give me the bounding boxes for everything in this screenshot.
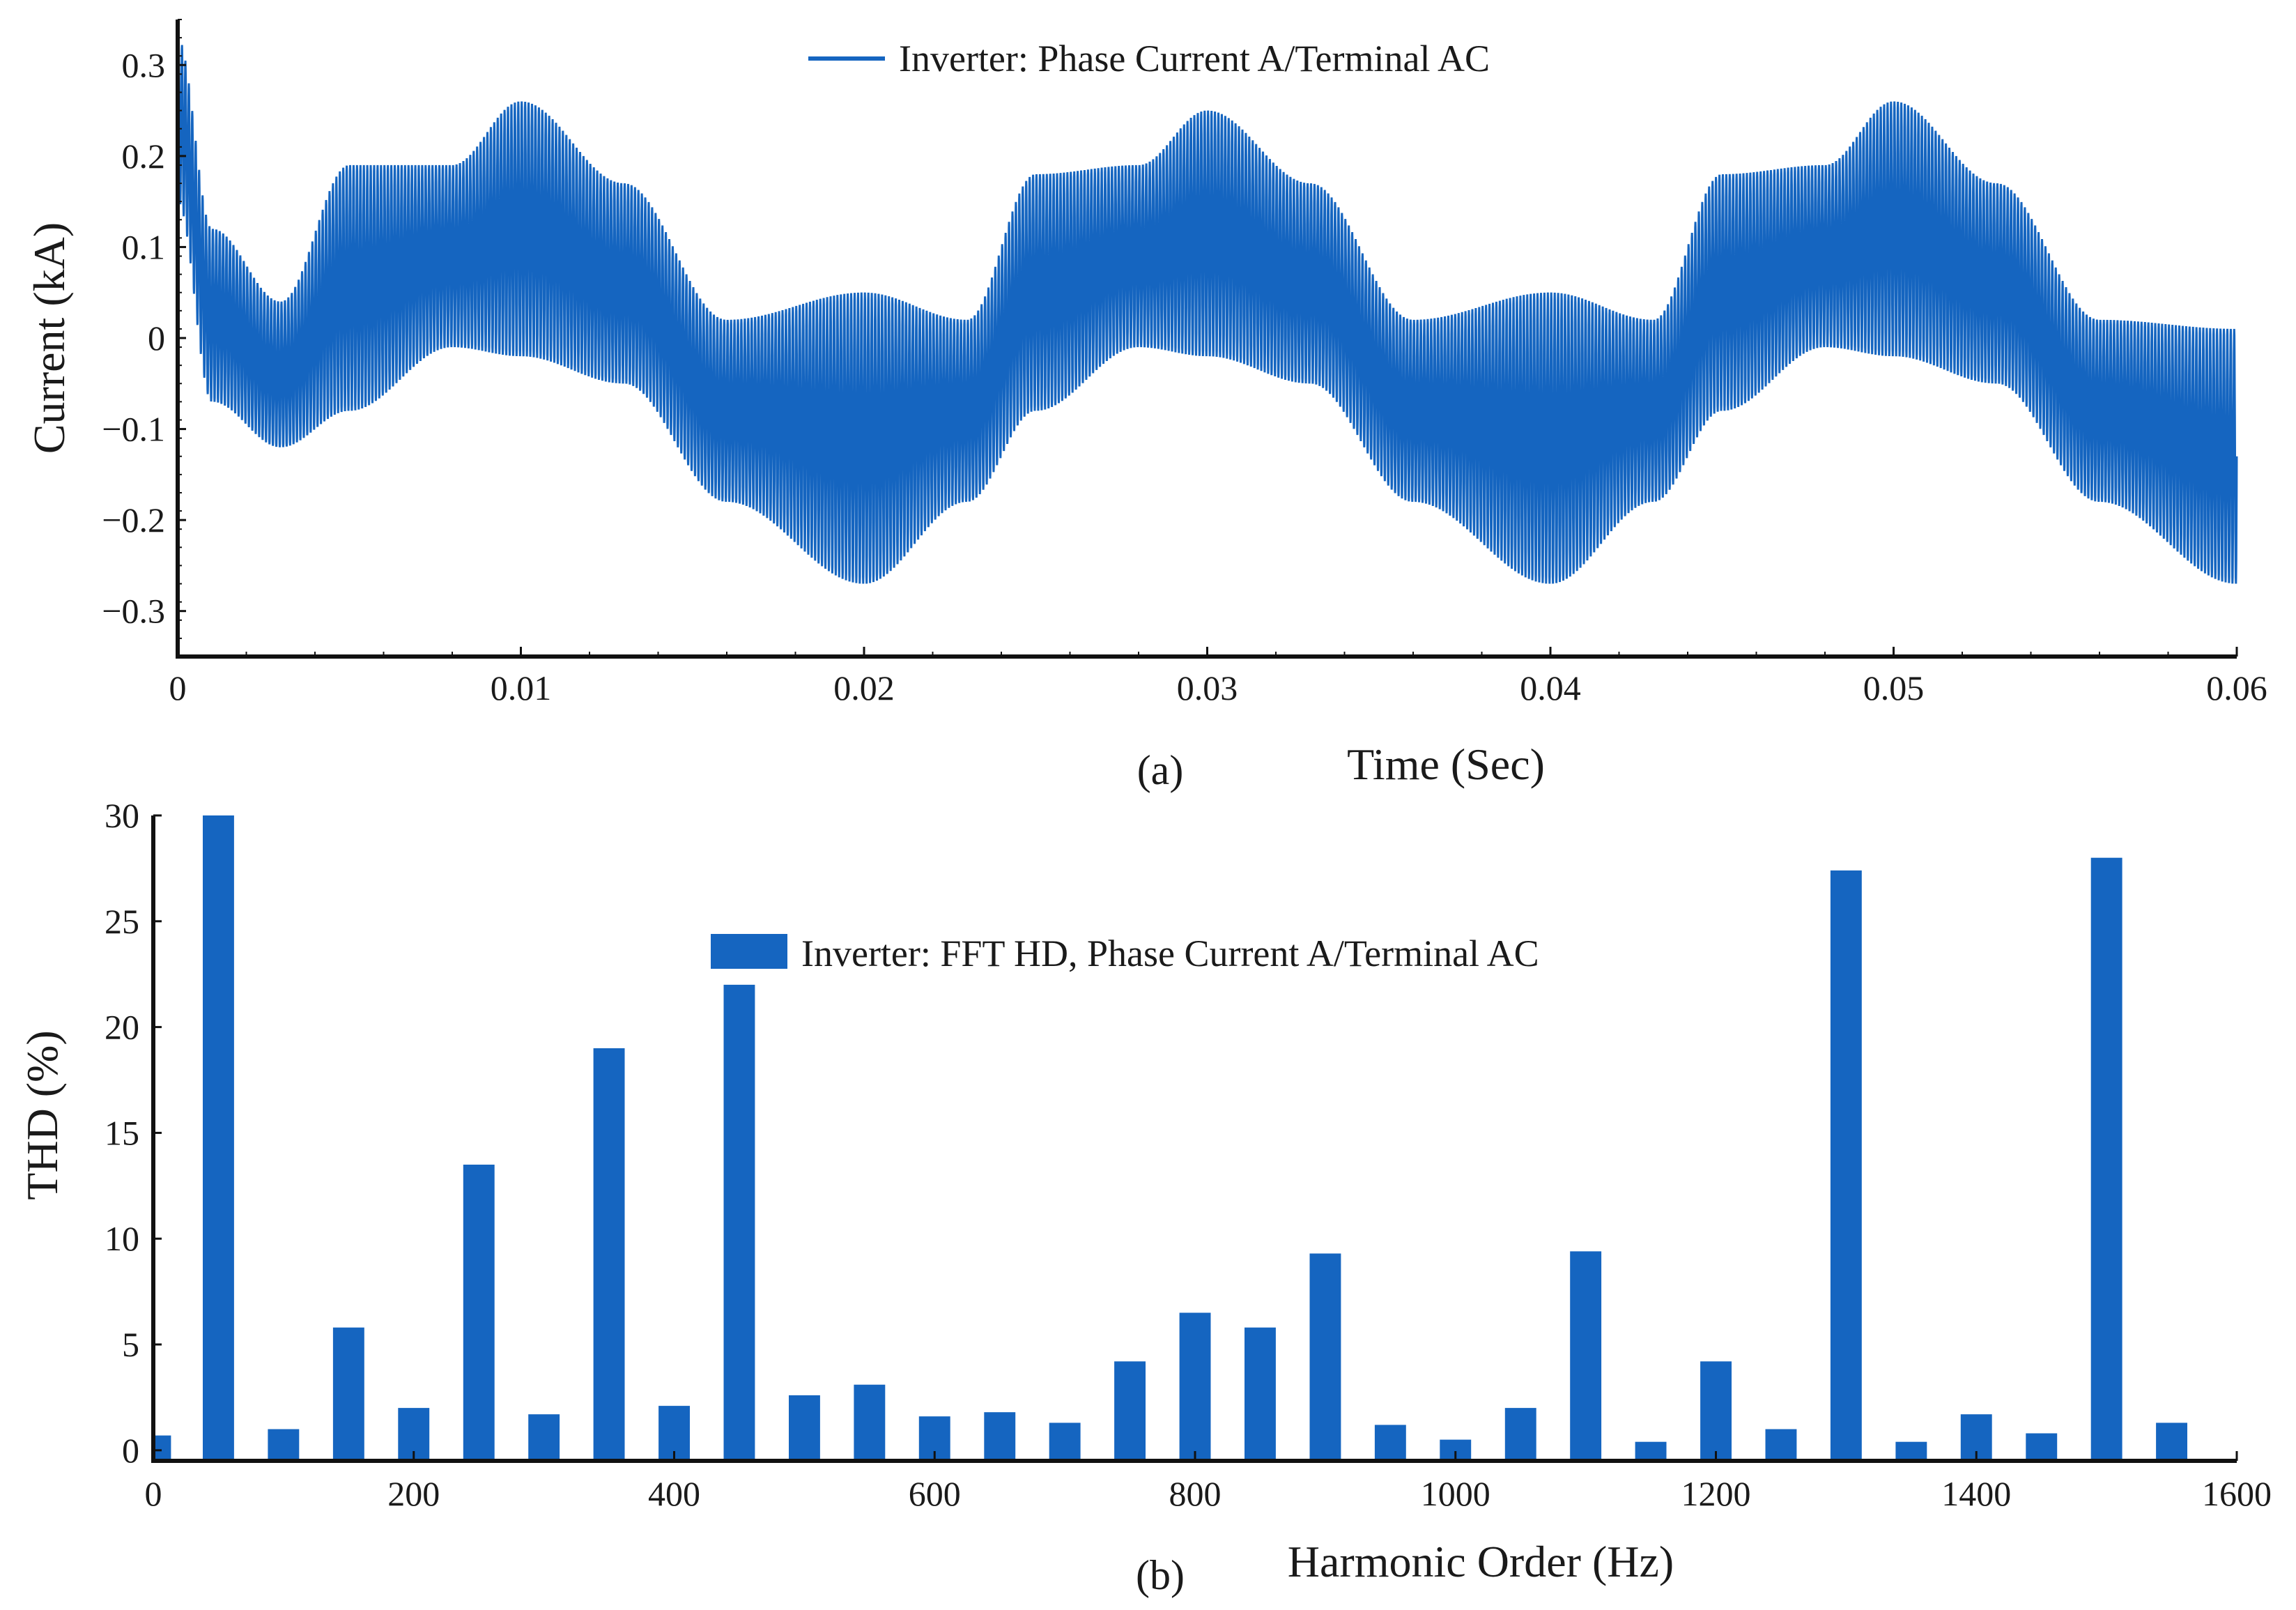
y-tick-label-a: −0.3 (102, 592, 165, 631)
legend-b-label: Inverter: FFT HD, Phase Current A/Termin… (801, 933, 1539, 974)
x-tick-label-a: 0.05 (1863, 668, 1925, 707)
x-axis-label-a: Time (Sec) (1347, 739, 1545, 789)
y-axis-label-a: Current (kA) (24, 222, 74, 454)
y-tick-label-a: −0.1 (102, 410, 165, 449)
thd-bar-550hz (854, 1384, 886, 1461)
x-tick-label-a: 0 (169, 668, 187, 707)
y-ticks-a: −0.3 −0.2 −0.1 0 0.1 0.2 0.3 (102, 19, 186, 657)
x-tick-label-b: 0 (145, 1474, 162, 1513)
thd-bar-1250hz (1765, 1429, 1797, 1461)
y-tick-label-a: 0.1 (122, 227, 166, 266)
thd-bar-350hz (593, 1048, 625, 1461)
y-tick-label-b: 15 (105, 1113, 139, 1152)
x-tick-label-a: 0.06 (2206, 668, 2267, 707)
thd-bars (155, 815, 2187, 1461)
legend-b: Inverter: FFT HD, Phase Current A/Termin… (711, 933, 1539, 974)
thd-bar-1100hz (1570, 1251, 1602, 1461)
thd-bar-1300hz (1830, 870, 1862, 1461)
y-tick-label-b: 0 (122, 1431, 139, 1470)
thd-bar-900hz (1309, 1253, 1341, 1461)
x-axis-label-b: Harmonic Order (Hz) (1288, 1537, 1674, 1586)
thd-bar-1200hz (1700, 1361, 1732, 1461)
thd-bar-700hz (1049, 1423, 1081, 1461)
y-tick-label-a: −0.2 (102, 500, 165, 539)
y-tick-label-a: 0.2 (122, 137, 166, 176)
y-ticks-b: 0 5 10 15 20 25 30 (105, 796, 162, 1470)
x-tick-label-b: 800 (1169, 1474, 1222, 1513)
x-tick-label-b: 1600 (2202, 1474, 2272, 1513)
legend-bar-swatch (711, 934, 787, 969)
thd-bar-1450hz (2026, 1433, 2058, 1461)
panel-b-thd-spectrum: 0 5 10 15 20 25 30 0 200 400 600 800 1000 1200 1400 16… (17, 796, 2272, 1598)
y-tick-label-b: 10 (105, 1219, 139, 1258)
legend-a-label: Inverter: Phase Current A/Terminal AC (899, 38, 1490, 79)
thd-bar-950hz (1374, 1425, 1406, 1461)
thd-bar-1550hz (2156, 1423, 2187, 1461)
x-tick-label-b: 1400 (1941, 1474, 2011, 1513)
y-tick-label-b: 30 (105, 796, 139, 835)
thd-bar-50hz (203, 815, 234, 1461)
thd-bar-850hz (1245, 1327, 1276, 1461)
thd-bar-500hz (789, 1395, 820, 1461)
y-tick-label-b: 5 (122, 1325, 139, 1364)
thd-bar-100hz (268, 1429, 300, 1461)
thd-bar-650hz (984, 1412, 1016, 1461)
x-ticks-a: 0 0.01 0.02 0.03 0.04 0.05 0.06 (169, 647, 2267, 707)
thd-bar-450hz (723, 984, 755, 1461)
thd-bar-1350hz (1895, 1441, 1927, 1461)
panel-label-b: (b) (1136, 1552, 1185, 1598)
y-tick-label-a: 0 (148, 319, 165, 358)
y-tick-label-b: 20 (105, 1008, 139, 1047)
thd-bar-150hz (332, 1327, 364, 1461)
legend-a: Inverter: Phase Current A/Terminal AC (808, 38, 1490, 79)
x-tick-label-b: 200 (387, 1474, 440, 1513)
y-tick-label-a: 0.3 (122, 45, 166, 84)
y-axis-label-b: THD (%) (17, 1030, 67, 1199)
x-ticks-b: 0 200 400 600 800 1000 1200 1400 1600 (145, 1451, 2272, 1513)
thd-bar-800hz (1179, 1312, 1211, 1461)
panel-label-a: (a) (1137, 747, 1184, 793)
x-tick-label-b: 400 (648, 1474, 700, 1513)
panel-a-current-waveform: −0.3 −0.2 −0.1 0 0.1 0.2 0.3 0 0.01 0.02 0.03 0.04… (24, 19, 2267, 793)
current-waveform-line (176, 38, 2238, 584)
thd-bar-750hz (1114, 1361, 1146, 1461)
y-tick-label-b: 25 (105, 902, 139, 941)
thd-bar-300hz (528, 1414, 560, 1461)
thd-bar-1150hz (1635, 1441, 1667, 1461)
current-waveform-series (176, 38, 2238, 584)
thd-bar-0hz (155, 1435, 171, 1461)
x-tick-label-b: 1000 (1421, 1474, 1490, 1513)
thd-bar-1500hz (2090, 857, 2122, 1461)
thd-bar-1050hz (1504, 1408, 1536, 1461)
thd-bar-250hz (463, 1165, 495, 1461)
x-tick-label-b: 1200 (1681, 1474, 1751, 1513)
x-tick-label-a: 0.04 (1520, 668, 1581, 707)
x-tick-label-a: 0.03 (1177, 668, 1238, 707)
x-tick-label-a: 0.01 (491, 668, 552, 707)
x-tick-label-a: 0.02 (833, 668, 895, 707)
x-tick-label-b: 600 (909, 1474, 961, 1513)
